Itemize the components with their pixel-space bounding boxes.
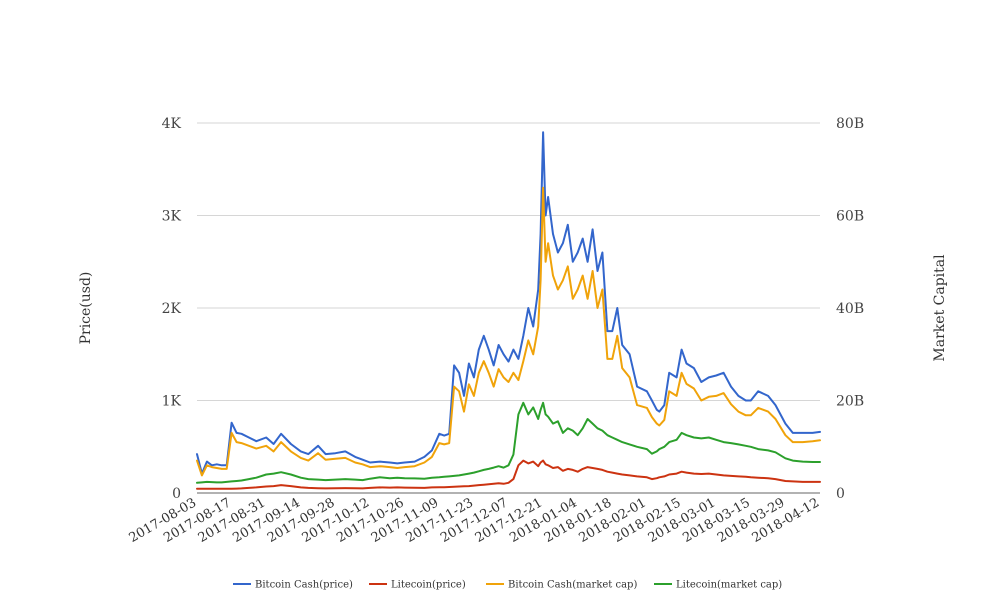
right-y-tick-label: 60B	[836, 209, 864, 225]
gridlines	[197, 122, 820, 494]
right-y-axis: 0 20B 40B 60B 80B	[836, 116, 864, 502]
series-line-bitcoin-cash-price	[196, 131, 821, 475]
legend-label: Bitcoin Cash(price)	[255, 580, 353, 591]
left-y-tick-label: 0	[172, 486, 181, 502]
legend-item: Bitcoin Cash(market cap)	[486, 580, 637, 591]
right-y-axis-title: Market Capital	[932, 254, 948, 362]
legend-item: Bitcoin Cash(price)	[233, 580, 353, 591]
left-y-tick-label: 2K	[162, 301, 182, 317]
x-axis: 2017-08-032017-08-172017-08-312017-09-14…	[127, 495, 822, 545]
right-y-tick-label: 0	[836, 486, 845, 502]
series-line-litecoin-price	[196, 459, 821, 490]
left-y-tick-label: 3K	[162, 209, 182, 225]
plot-area	[196, 131, 821, 490]
right-y-tick-label: 20B	[836, 394, 864, 410]
legend-item: Litecoin(price)	[369, 580, 466, 591]
right-y-tick-label: 40B	[836, 301, 864, 317]
left-y-axis-title: Price(usd)	[78, 272, 94, 345]
left-y-tick-label: 4K	[162, 116, 182, 132]
left-y-axis: 0 1K 2K 3K 4K	[162, 116, 182, 502]
left-y-tick-label: 1K	[162, 394, 182, 410]
legend-label: Litecoin(market cap)	[676, 580, 782, 591]
series-line-bitcoin-cash-market-cap	[196, 186, 821, 477]
legend: Bitcoin Cash(price) Litecoin(price) Bitcoi…	[233, 580, 782, 591]
legend-label: Bitcoin Cash(market cap)	[508, 580, 637, 591]
right-y-tick-label: 80B	[836, 116, 864, 132]
series-line-litecoin-market-cap	[196, 401, 821, 484]
legend-item: Litecoin(market cap)	[654, 580, 782, 591]
legend-label: Litecoin(price)	[391, 580, 466, 591]
